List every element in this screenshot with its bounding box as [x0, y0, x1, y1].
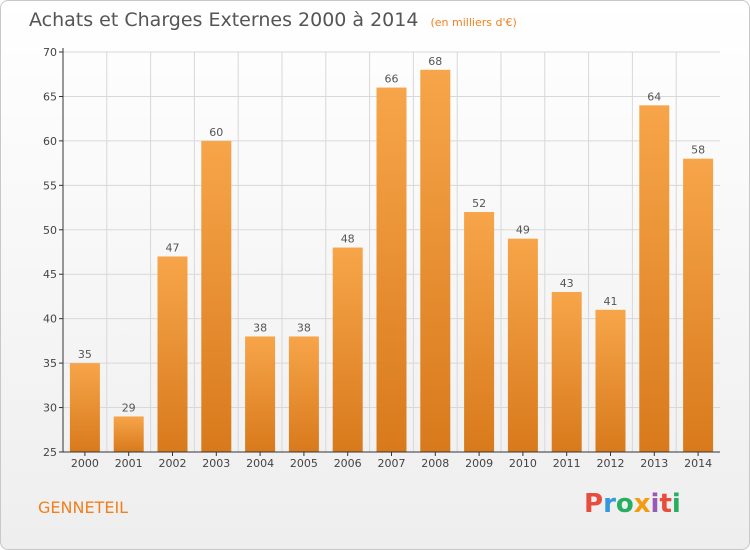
logo-letter: i	[650, 489, 660, 519]
chart-title-block: Achats et Charges Externes 2000 à 2014 (…	[29, 9, 517, 31]
chart-title: Achats et Charges Externes 2000 à 2014	[29, 9, 419, 31]
logo-letter: i	[671, 489, 681, 519]
bar	[464, 212, 495, 452]
x-tick-label: 2000	[71, 457, 99, 470]
bar	[376, 87, 407, 453]
bar-value-label: 64	[647, 90, 661, 103]
y-tick-label: 25	[43, 446, 57, 459]
x-tick-label: 2008	[421, 457, 449, 470]
y-tick-label: 65	[43, 90, 57, 103]
bar-value-label: 47	[166, 241, 180, 254]
bar	[332, 247, 363, 452]
bar	[69, 363, 100, 452]
proxiti-logo[interactable]: Proxiti	[584, 489, 681, 519]
x-tick-label: 2012	[597, 457, 625, 470]
x-tick-label: 2006	[334, 457, 362, 470]
bar-value-label: 29	[122, 401, 136, 414]
x-tick-label: 2003	[202, 457, 230, 470]
bar	[245, 336, 276, 452]
x-tick-label: 2013	[640, 457, 668, 470]
bar-value-label: 66	[385, 73, 399, 86]
x-tick-label: 2007	[378, 457, 406, 470]
x-tick-label: 2002	[159, 457, 187, 470]
y-tick-label: 30	[43, 402, 57, 415]
bar-value-label: 52	[472, 197, 486, 210]
bar-value-label: 49	[516, 224, 530, 237]
bar	[507, 238, 538, 452]
y-tick-label: 60	[43, 135, 57, 148]
y-tick-label: 50	[43, 224, 57, 237]
bar	[420, 69, 451, 453]
bar-value-label: 48	[341, 233, 355, 246]
y-tick-label: 55	[43, 179, 57, 192]
bar-value-label: 35	[78, 348, 92, 361]
x-tick-label: 2014	[684, 457, 712, 470]
bar-value-label: 58	[691, 144, 705, 157]
axes: 25 30 35 40 45 50 55 60 65 70 2000 2001 2002 2003 2004…	[43, 46, 720, 470]
bar-value-label: 41	[604, 295, 618, 308]
bar	[157, 256, 188, 452]
bar-value-label: 38	[253, 321, 267, 334]
bar	[113, 416, 144, 452]
x-tick-label: 2010	[509, 457, 537, 470]
x-tick-label: 2011	[553, 457, 581, 470]
bar	[639, 105, 670, 452]
bar-value-label: 38	[297, 321, 311, 334]
logo-letter: t	[659, 489, 672, 519]
bar	[288, 336, 319, 452]
x-tick-label: 2005	[290, 457, 318, 470]
logo-letter: r	[603, 489, 616, 519]
bar	[595, 309, 626, 452]
bar	[551, 292, 582, 452]
x-tick-label: 2009	[465, 457, 493, 470]
bar	[201, 140, 232, 452]
town-name: GENNETEIL	[38, 498, 129, 517]
logo-letter: o	[615, 489, 634, 519]
logo-letter: P	[584, 489, 604, 519]
y-tick-label: 40	[43, 313, 57, 326]
x-tick-label: 2001	[115, 457, 143, 470]
bar-value-label: 43	[560, 277, 574, 290]
logo-letter: x	[633, 489, 651, 519]
bars: 35 29 47 60 38 38 48 66 68 52 49 43 41 64 58	[69, 55, 714, 453]
bar	[683, 158, 714, 452]
y-tick-label: 70	[43, 46, 57, 59]
bar-value-label: 60	[209, 126, 223, 139]
y-tick-label: 35	[43, 357, 57, 370]
y-tick-label: 45	[43, 268, 57, 281]
x-tick-label: 2004	[246, 457, 274, 470]
bar-value-label: 68	[428, 55, 442, 68]
chart-subtitle: (en milliers d'€)	[430, 16, 517, 29]
